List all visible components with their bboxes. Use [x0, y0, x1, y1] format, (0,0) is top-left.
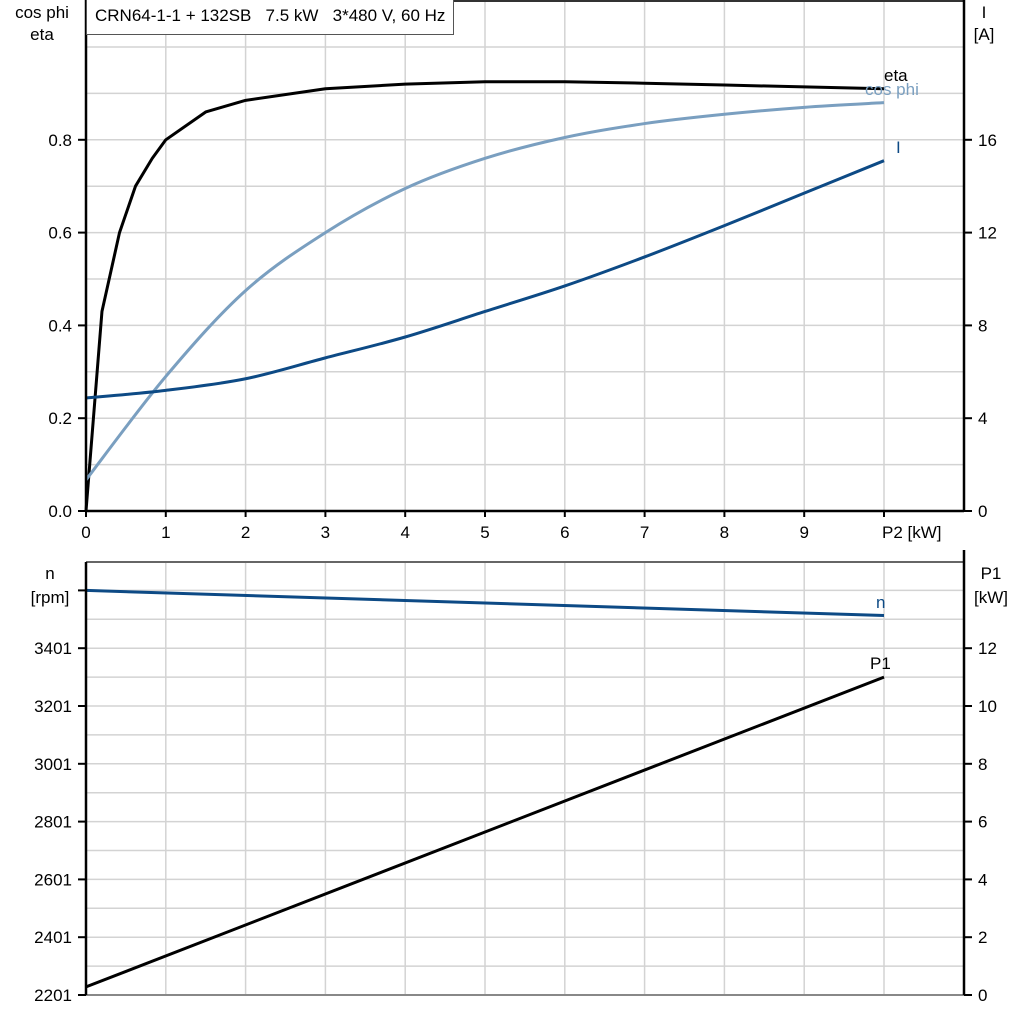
x-tick-label: 5: [480, 523, 489, 542]
bottom-right-axis-label-line2: [kW]: [974, 588, 1008, 607]
left-tick-label: 2801: [34, 813, 72, 832]
right-tick-label: 0: [978, 986, 987, 1005]
left-tick-label: 2401: [34, 928, 72, 947]
left-tick-label: 0.8: [48, 131, 72, 150]
right-tick-label: 8: [978, 316, 987, 335]
current-curve: [85, 159, 885, 400]
right-tick-label: 12: [978, 224, 997, 243]
p1-curve-label: P1: [870, 654, 891, 673]
speed-curve-label: n: [876, 593, 885, 612]
x-tick-label: 3: [321, 523, 330, 542]
x-axis-label: P2 [kW]: [882, 523, 942, 542]
top-left-axis-label-line2: eta: [30, 25, 54, 44]
right-tick-label: 0: [978, 502, 987, 521]
x-tick-label: 2: [241, 523, 250, 542]
left-tick-label: 3201: [34, 697, 72, 716]
right-tick-label: 10: [978, 697, 997, 716]
x-tick-label: 0: [81, 523, 90, 542]
right-tick-label: 12: [978, 639, 997, 658]
left-tick-label: 3001: [34, 755, 72, 774]
left-tick-label: 0.4: [48, 316, 72, 335]
left-tick-label: 0.0: [48, 502, 72, 521]
x-tick-label: 1: [161, 523, 170, 542]
left-tick-label: 0.6: [48, 224, 72, 243]
right-tick-label: 2: [978, 928, 987, 947]
right-tick-label: 6: [978, 813, 987, 832]
chart-title-box: CRN64-1-1 + 132SB 7.5 kW 3*480 V, 60 Hz: [86, 0, 455, 35]
bottom-left-axis-label-line2: [rpm]: [31, 588, 70, 607]
right-tick-label: 8: [978, 755, 987, 774]
right-tick-label: 16: [978, 131, 997, 150]
eta-curve: [84, 80, 885, 512]
left-tick-label: 2601: [34, 870, 72, 889]
top-chart-grid: [86, 0, 965, 511]
bottom-right-axis-label-line1: P1: [981, 564, 1002, 583]
bottom-chart-curves: [85, 588, 885, 989]
left-tick-label: 3401: [34, 639, 72, 658]
left-tick-label: 2201: [34, 986, 72, 1005]
eta-curve-label: eta: [884, 66, 908, 85]
top-right-axis-label-line2: [A]: [974, 25, 995, 44]
left-tick-label: 0.2: [48, 409, 72, 428]
p1-curve: [85, 675, 885, 989]
cos-phi-curve-label: cos phi: [865, 80, 919, 99]
current-curve-label: I: [896, 138, 901, 157]
right-tick-label: 4: [978, 870, 987, 889]
bottom-chart-grid: [86, 562, 965, 995]
x-tick-label: 8: [720, 523, 729, 542]
right-tick-label: 4: [978, 409, 987, 428]
cos-phi-curve: [84, 101, 885, 481]
bottom-left-axis-label-line1: n: [45, 564, 54, 583]
top-right-axis-label-line1: I: [982, 3, 987, 22]
bottom-chart-axes: 2201 2401 2601 2801 3001 3201 3401 0 2 4 6 8 10 12: [34, 550, 997, 1005]
speed-curve: [85, 588, 885, 618]
x-tick-label: 6: [560, 523, 569, 542]
top-chart-curves: [84, 80, 885, 512]
top-left-axis-label-line1: cos phi: [15, 3, 69, 22]
x-tick-label: 4: [400, 523, 409, 542]
x-tick-label: 7: [640, 523, 649, 542]
x-tick-label: 9: [799, 523, 808, 542]
